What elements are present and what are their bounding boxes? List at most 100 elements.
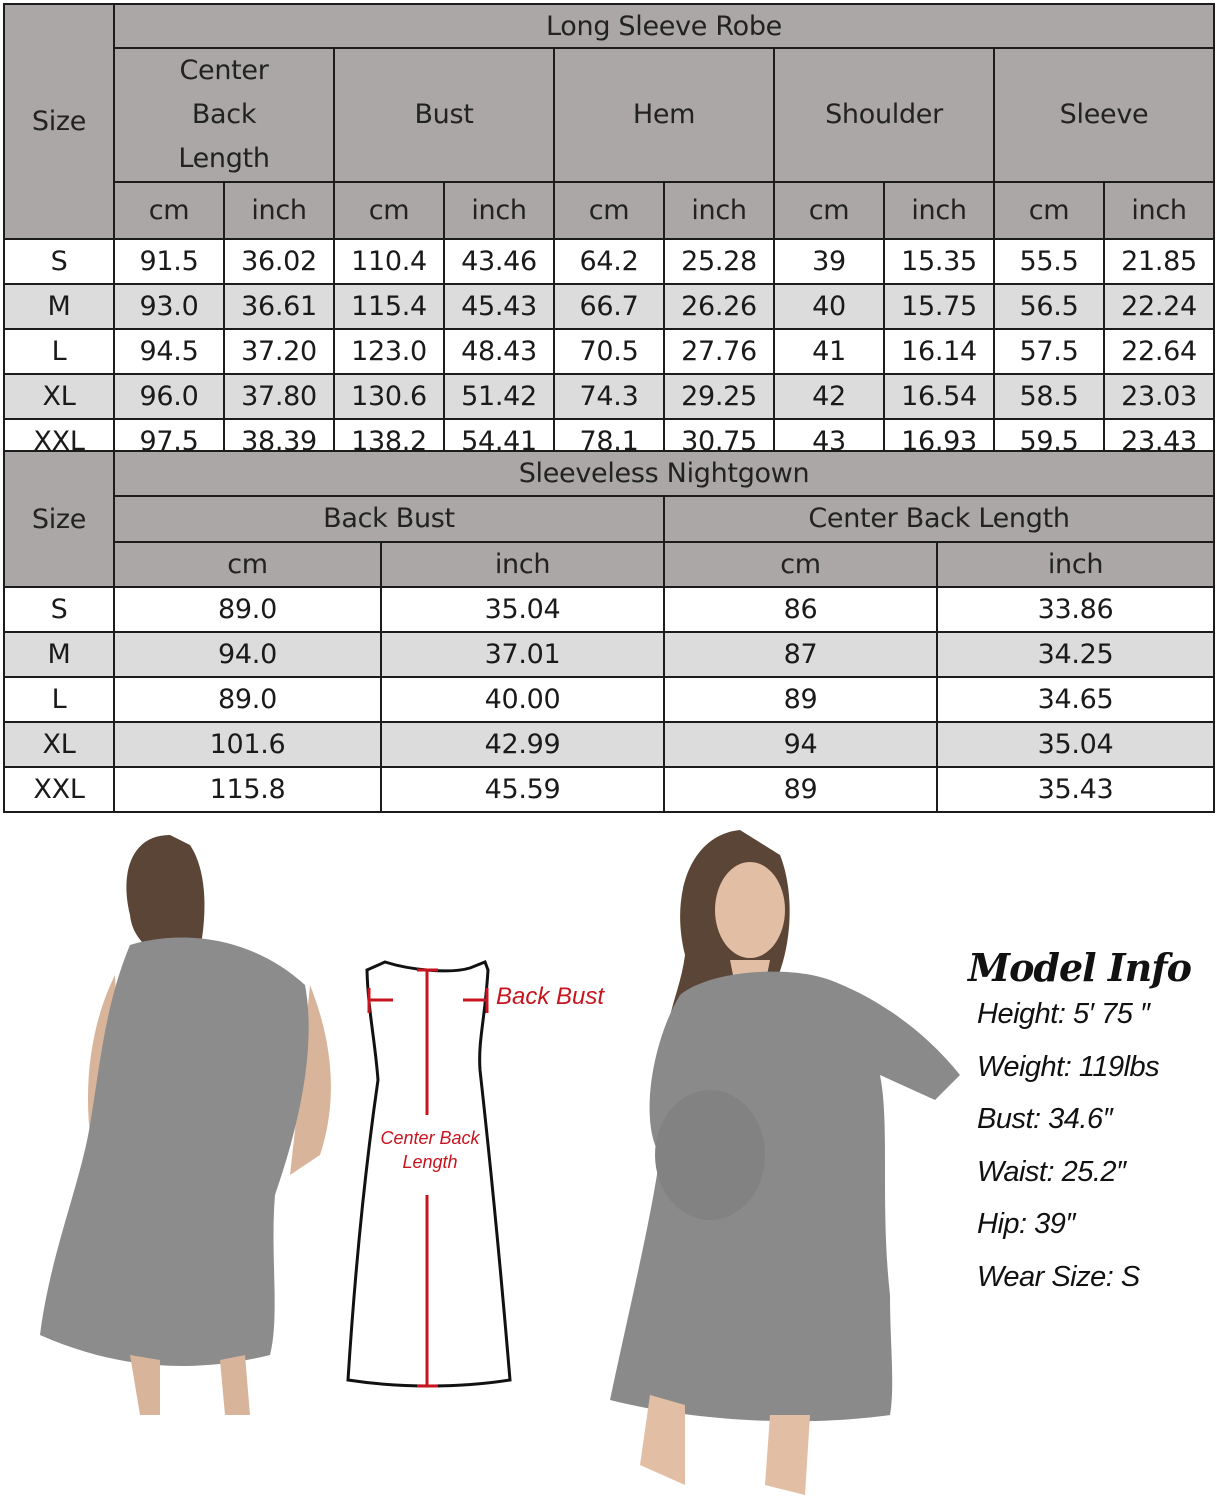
group-header: Shoulder — [773, 47, 995, 183]
unit-header: cm — [663, 541, 938, 588]
value-cell: 27.76 — [663, 328, 775, 375]
unit-header-row: cm inch cm inch — [4, 541, 1216, 588]
value-cell: 42 — [773, 373, 885, 420]
value-cell: 70.5 — [553, 328, 665, 375]
value-cell: 115.4 — [333, 283, 445, 330]
model-wear-size: Wear Size: S — [977, 1260, 1140, 1293]
center-back-label-line1: Center Back — [380, 1128, 480, 1148]
value-cell: 64.2 — [553, 238, 665, 285]
size-cell: L — [3, 676, 115, 723]
size-cell: S — [3, 586, 115, 633]
value-cell: 35.04 — [935, 721, 1216, 768]
unit-header: cm — [333, 181, 445, 240]
value-cell: 91.5 — [113, 238, 225, 285]
unit-header: inch — [223, 181, 335, 240]
value-cell: 22.24 — [1102, 283, 1216, 330]
size-cell: XXL — [3, 766, 115, 813]
value-cell: 94.0 — [113, 631, 382, 678]
value-cell: 94.5 — [113, 328, 225, 375]
value-cell: 40.00 — [380, 676, 665, 723]
unit-header: inch — [663, 181, 775, 240]
value-cell: 93.0 — [113, 283, 225, 330]
value-cell: 35.43 — [935, 766, 1216, 813]
value-cell: 110.4 — [333, 238, 445, 285]
table-row: S 91.5 36.02 110.4 43.46 64.2 25.28 39 15.35 55.5… — [3, 238, 1216, 285]
size-cell: M — [3, 283, 115, 330]
value-cell: 16.14 — [883, 328, 995, 375]
value-cell: 15.35 — [883, 238, 995, 285]
value-cell: 86 — [663, 586, 938, 633]
value-cell: 58.5 — [993, 373, 1105, 420]
value-cell: 87 — [663, 631, 938, 678]
value-cell: 34.25 — [935, 631, 1216, 678]
value-cell: 40 — [773, 283, 885, 330]
model-weight: Weight: 119lbs — [977, 1050, 1160, 1083]
group-header: Center Back Length — [662, 495, 1216, 543]
value-cell: 101.6 — [113, 721, 382, 768]
value-cell: 37.20 — [223, 328, 335, 375]
value-cell: 74.3 — [553, 373, 665, 420]
model-height: Height: 5′ 75 ″ — [977, 998, 1150, 1030]
group-header: Center Back Length — [113, 47, 335, 183]
size-cell: XL — [3, 373, 115, 420]
group-header: Hem — [553, 47, 775, 183]
value-cell: 37.80 — [223, 373, 335, 420]
group-header: Bust — [333, 47, 555, 183]
value-cell: 123.0 — [333, 328, 445, 375]
center-back-label-line2: Length — [402, 1152, 458, 1172]
value-cell: 45.43 — [443, 283, 555, 330]
value-cell: 130.6 — [333, 373, 445, 420]
unit-header: inch — [883, 181, 995, 240]
table-row: L 94.5 37.20 123.0 48.43 70.5 27.76 41 16.14 57.5… — [3, 328, 1216, 375]
value-cell: 89.0 — [113, 676, 382, 723]
size-header: Size — [3, 3, 115, 240]
model-bust: Bust: 34.6″ — [977, 1103, 1113, 1135]
table-row: M 93.0 36.61 115.4 45.43 66.7 26.26 40 15.75 56.5… — [3, 283, 1216, 330]
value-cell: 96.0 — [113, 373, 225, 420]
table-row: S 89.0 35.04 86 33.86 — [3, 586, 1216, 633]
table-title-row: Size Sleeveless Nightgown — [3, 450, 1216, 588]
table-row: XXL 115.8 45.59 89 35.43 — [3, 766, 1216, 813]
unit-header-row: cm inch cm inch cm inch cm inch cm inch — [4, 181, 1216, 240]
value-cell: 15.75 — [883, 283, 995, 330]
value-cell: 66.7 — [553, 283, 665, 330]
model-info-title: Model Info — [968, 945, 1192, 990]
value-cell: 115.8 — [113, 766, 382, 813]
unit-header: inch — [1102, 181, 1216, 240]
group-header-row: Center Back Length Bust Hem Shoulder Sleeve — [4, 47, 1216, 183]
model-info-panel: Model Info Height: 5′ 75 ″ Weight: 119lb… — [968, 945, 1192, 1313]
unit-header: inch — [380, 541, 665, 588]
value-cell: 33.86 — [935, 586, 1216, 633]
table-row: M 94.0 37.01 87 34.25 — [3, 631, 1216, 678]
value-cell: 16.54 — [883, 373, 995, 420]
value-cell: 22.64 — [1102, 328, 1216, 375]
table-title: Long Sleeve Robe — [112, 3, 1216, 49]
model-back-photo — [40, 835, 331, 1415]
nightgown-measurement-diagram — [346, 960, 512, 1388]
unit-header: cm — [993, 181, 1105, 240]
value-cell: 57.5 — [993, 328, 1105, 375]
value-cell: 23.03 — [1102, 373, 1216, 420]
table-row: XL 96.0 37.80 130.6 51.42 74.3 29.25 42 16.54 58.… — [3, 373, 1216, 420]
unit-header: inch — [935, 541, 1216, 588]
unit-header: cm — [113, 541, 382, 588]
back-bust-label: Back Bust — [496, 983, 605, 1010]
value-cell: 51.42 — [443, 373, 555, 420]
value-cell: 56.5 — [993, 283, 1105, 330]
group-header-row: Back Bust Center Back Length — [4, 495, 1216, 543]
value-cell: 94 — [663, 721, 938, 768]
model-waist: Waist: 25.2″ — [977, 1155, 1126, 1188]
value-cell: 45.59 — [380, 766, 665, 813]
table-row: L 89.0 40.00 89 34.65 — [3, 676, 1216, 723]
value-cell: 26.26 — [663, 283, 775, 330]
table-title-row: Size Long Sleeve Robe — [3, 3, 1216, 240]
value-cell: 21.85 — [1102, 238, 1216, 285]
group-header: Back Bust — [113, 495, 665, 543]
value-cell: 89.0 — [113, 586, 382, 633]
value-cell: 36.02 — [223, 238, 335, 285]
value-cell: 43.46 — [443, 238, 555, 285]
nightgown-size-table: Size Sleeveless Nightgown Back Bust Center … — [3, 450, 1216, 813]
value-cell: 36.61 — [223, 283, 335, 330]
robe-size-table: Size Long Sleeve Robe Center Back Length Bu… — [3, 3, 1216, 465]
value-cell: 89 — [663, 676, 938, 723]
